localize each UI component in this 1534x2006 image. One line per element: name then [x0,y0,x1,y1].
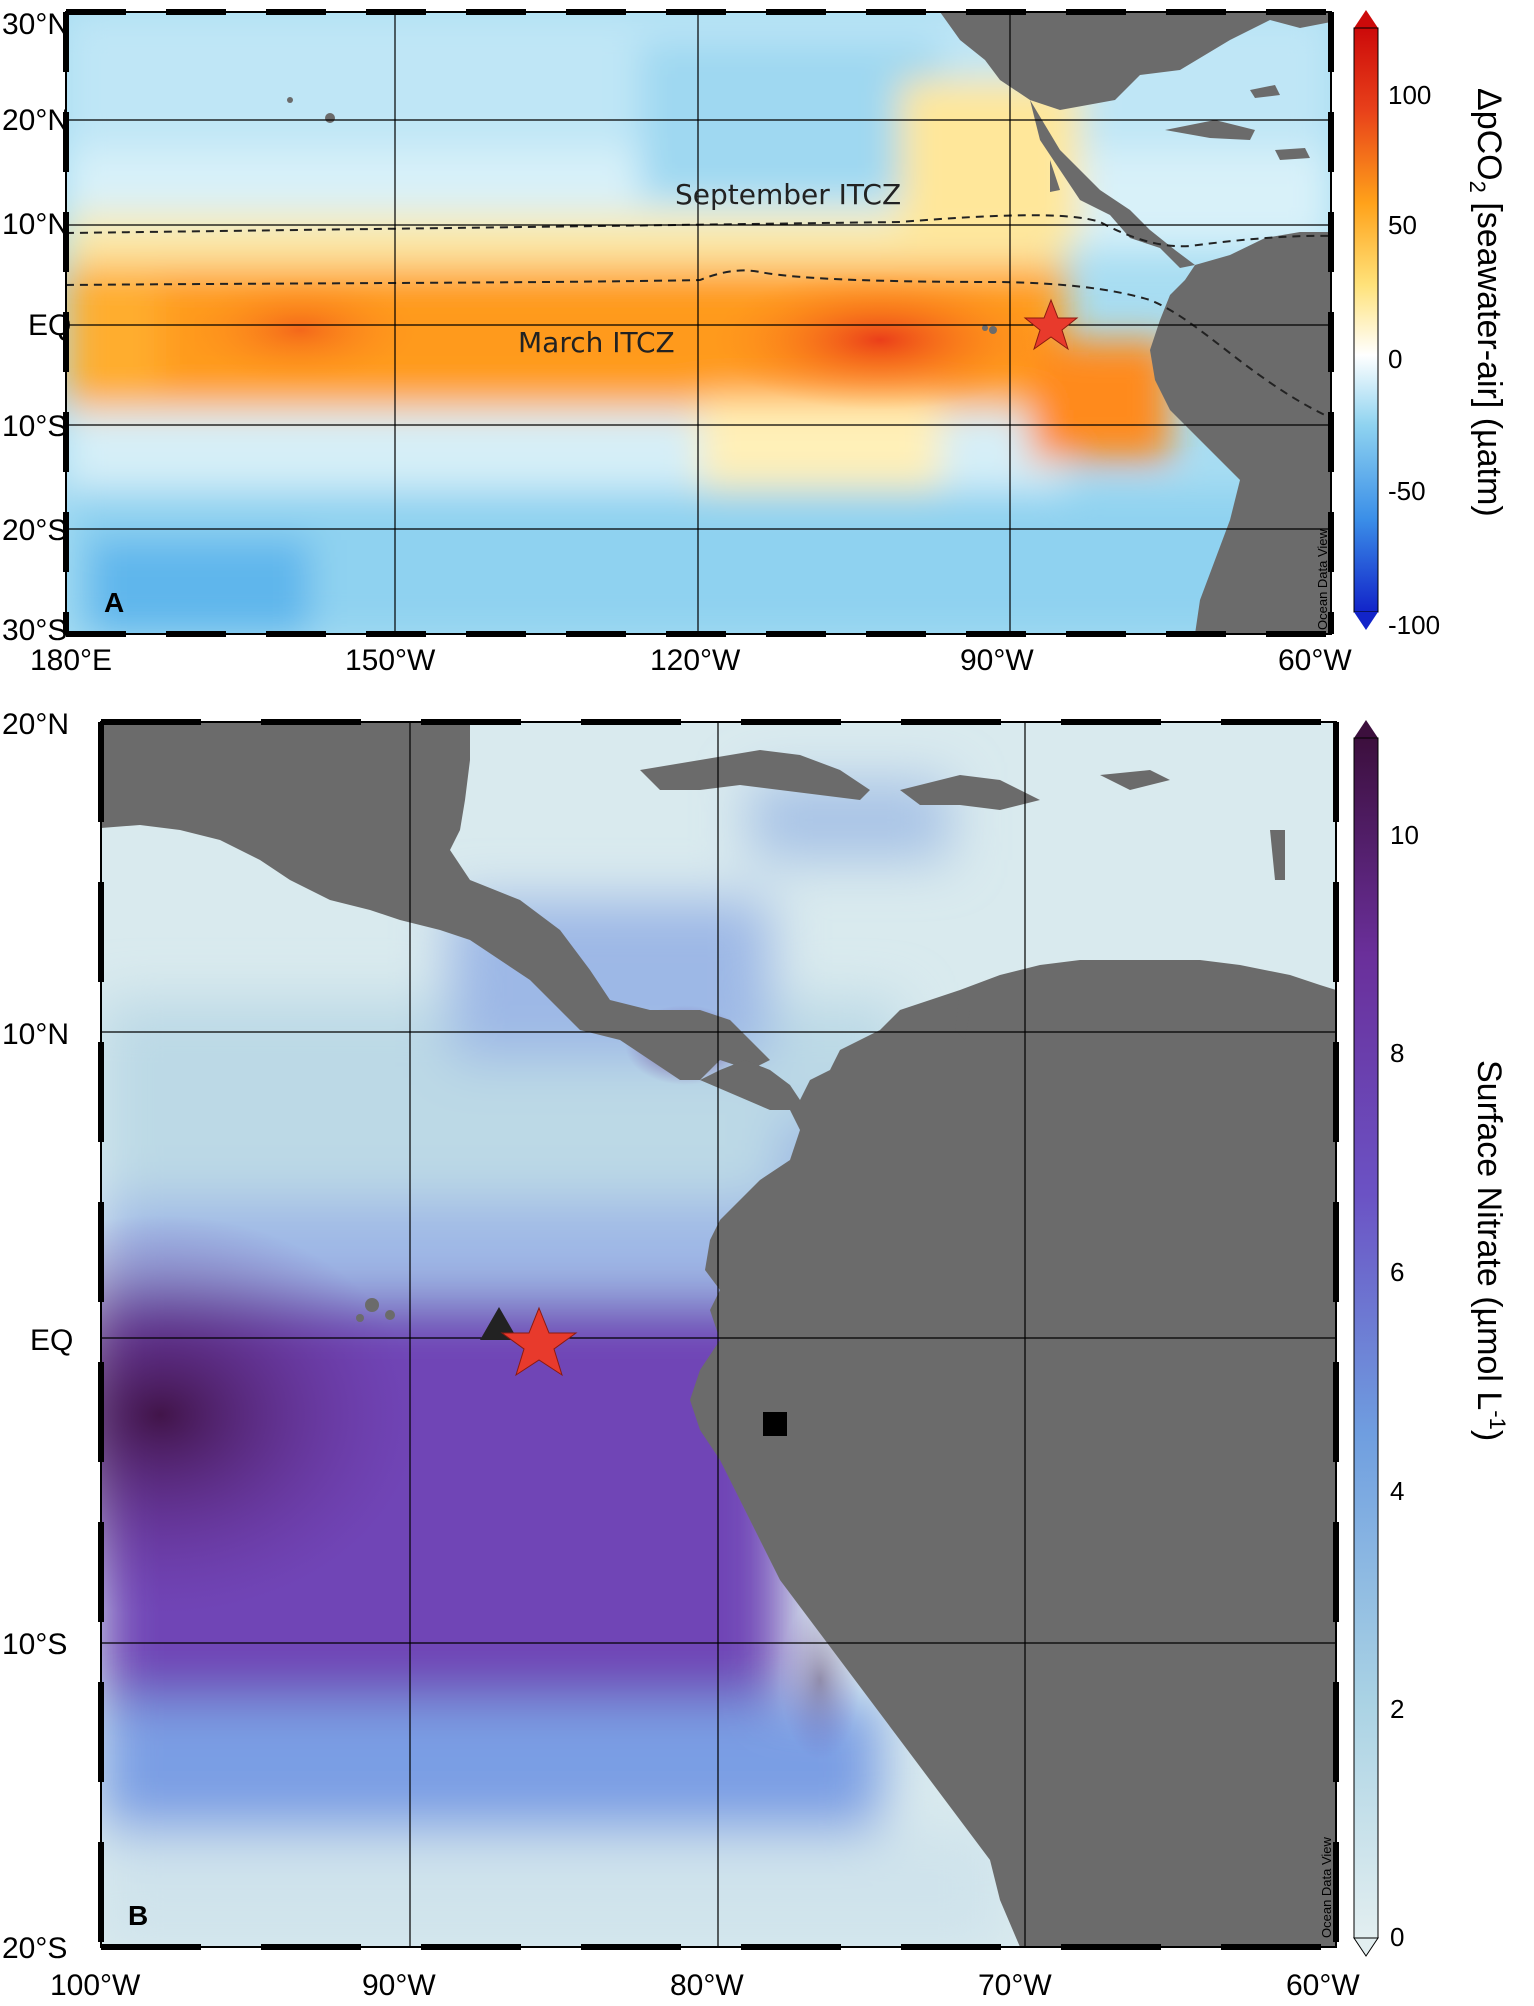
panel-b-field [101,722,1336,1947]
panel-a-colorbar: 100 50 0 -50 -100 ΔpCO2 [seawater-air] (… [1353,10,1508,640]
panel-a-label: A [104,587,124,618]
y-tick-label: EQ [28,309,71,342]
panel-b-map: B Ocean Data View 100°W 90°W 80°W 70°W 6… [2,708,1510,2002]
colorbar-tick: 6 [1390,1257,1404,1287]
panel-a-frame [63,9,1334,637]
panel-a-x-ticks: 180°E 150°W 120°W 90°W 60°W [30,644,1352,677]
x-tick-label: 180°E [30,644,112,677]
colorbar-tick: 10 [1390,820,1419,850]
colorbar-tick: 0 [1390,1922,1404,1952]
square-marker [763,1412,787,1436]
x-tick-label: 90°W [362,1969,436,2002]
panel-b-label: B [128,1900,148,1931]
panel-b-x-ticks: 100°W 90°W 80°W 70°W 60°W [50,1969,1360,2002]
colorbar-tick: -50 [1388,476,1426,506]
panel-a-watermark: Ocean Data View [1315,528,1330,630]
y-tick-label: 20°S [2,1932,67,1965]
panel-a-y-ticks: 30°N 20°N 10°N EQ 10°S 20°S 30°S [2,8,71,647]
y-tick-label: 20°N [2,708,69,741]
x-tick-label: 100°W [50,1969,141,2002]
colorbar-tick: 100 [1388,80,1431,110]
star-marker-a [1023,298,1079,351]
y-tick-label: 10°S [2,1628,67,1661]
panel-a-map: September ITCZ March ITCZ A Ocean Data V… [2,8,1508,677]
panel-b-colorbar: 10 8 6 4 2 0 Surface Nitrate (µmol L-1) [1353,720,1510,1957]
x-tick-label: 60°W [1278,644,1352,677]
colorbar-tick: 4 [1390,1476,1404,1506]
star-marker-b [500,1306,578,1377]
y-tick-label: 20°S [2,514,67,547]
panel-a-field [66,12,1331,634]
y-tick-label: 20°N [2,104,69,137]
x-tick-label: 70°W [978,1969,1052,2002]
panel-b-land [101,722,1336,1947]
y-tick-label: 10°S [2,410,67,443]
panel-a-land [287,12,1331,634]
x-tick-label: 150°W [345,644,436,677]
panel-b-watermark: Ocean Data View [1319,1836,1334,1938]
colorbar-tick: 8 [1390,1038,1404,1068]
september-itcz-label: September ITCZ [675,178,901,211]
panel-b-y-ticks: 20°N 10°N EQ 10°S 20°S [2,708,73,1965]
colorbar-title: ΔpCO2 [seawater-air] (µatm) [1465,88,1508,517]
colorbar-title: Surface Nitrate (µmol L-1) [1470,1060,1510,1441]
panel-b-frame [98,719,1339,1950]
panel-b-grid [101,722,1336,1947]
y-tick-label: 10°N [2,208,69,241]
x-tick-label: 60°W [1286,1969,1360,2002]
x-tick-label: 120°W [650,644,741,677]
y-tick-label: EQ [30,1324,73,1357]
y-tick-label: 30°S [2,614,67,647]
march-itcz-label: March ITCZ [518,326,675,359]
y-tick-label: 10°N [2,1018,69,1051]
panel-a-grid [66,12,1331,634]
march-itcz-line [66,269,1331,419]
colorbar-tick: 50 [1388,210,1417,240]
colorbar-tick: -100 [1388,610,1440,640]
colorbar-tick: 0 [1388,344,1402,374]
september-itcz-line [66,214,1331,248]
colorbar-tick: 2 [1390,1694,1404,1724]
triangle-marker [480,1307,518,1340]
y-tick-label: 30°N [2,8,69,41]
x-tick-label: 90°W [960,644,1034,677]
x-tick-label: 80°W [670,1969,744,2002]
